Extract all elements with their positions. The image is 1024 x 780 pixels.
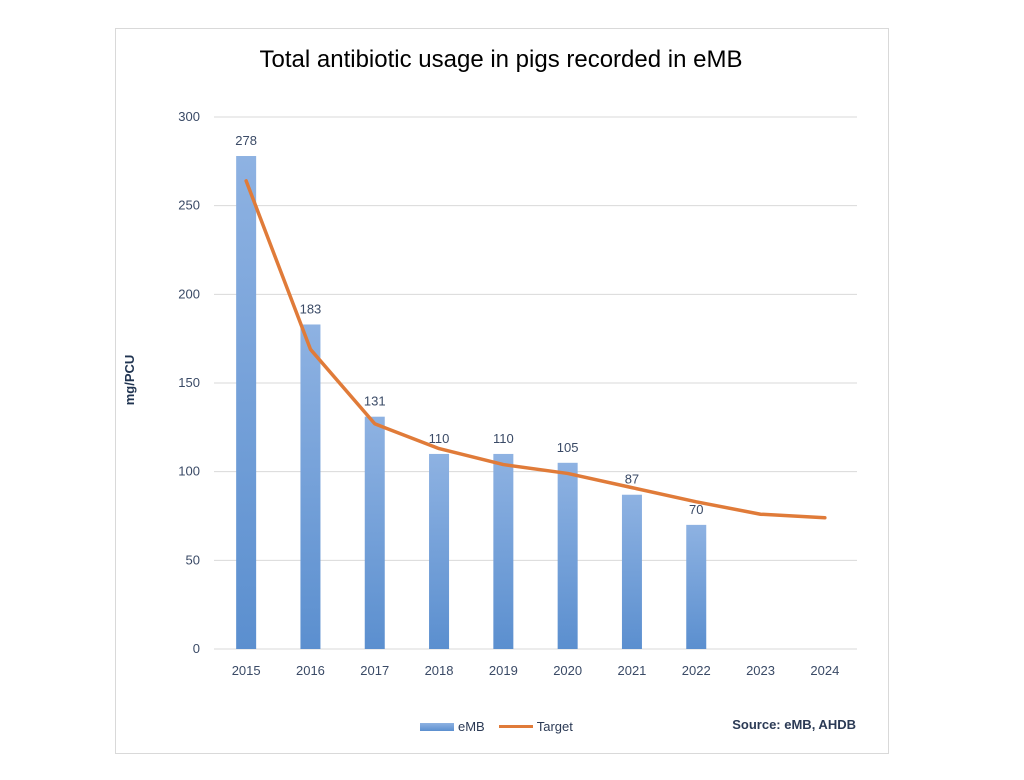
data-label: 105 [557,440,579,455]
legend-swatch-target [498,725,533,728]
x-tick-label: 2015 [232,663,261,678]
x-tick-label: 2018 [425,663,454,678]
y-tick-label: 250 [178,198,200,213]
x-tick-label: 2021 [617,663,646,678]
data-label: 183 [300,301,322,316]
x-tick-label: 2020 [553,663,582,678]
source-note: Source: eMB, AHDB [732,717,856,732]
y-tick-label: 100 [178,464,200,479]
bar [621,494,642,649]
legend-item-target: Target [498,719,573,734]
x-tick-label: 2016 [296,663,325,678]
legend-swatch-emb [420,722,454,731]
bar [493,453,514,649]
legend-item-emb: eMB [420,719,485,734]
chart-legend: eMB Target [420,719,587,734]
bar [686,524,707,649]
x-tick-label: 2024 [810,663,839,678]
data-label: 87 [625,472,639,487]
x-tick-label: 2017 [360,663,389,678]
bar [364,416,385,649]
y-tick-label: 300 [178,109,200,124]
y-tick-label: 0 [193,641,200,656]
data-label: 110 [493,431,514,446]
bar [300,324,321,649]
x-tick-label: 2022 [682,663,711,678]
y-tick-label: 200 [178,286,200,301]
data-label: 278 [235,133,257,148]
x-tick-label: 2019 [489,663,518,678]
y-tick-label: 150 [178,375,200,390]
bar [236,156,257,649]
data-label: 110 [429,431,450,446]
y-tick-label: 50 [186,552,200,567]
legend-label-emb: eMB [458,719,485,734]
chart-title: Total antibiotic usage in pigs recorded … [259,46,743,73]
bar [429,453,450,649]
data-label: 70 [689,502,703,517]
x-tick-label: 2023 [746,663,775,678]
series-line-target [244,179,827,520]
data-label: 131 [364,394,386,409]
legend-label-target: Target [536,719,573,734]
bar [557,462,578,649]
